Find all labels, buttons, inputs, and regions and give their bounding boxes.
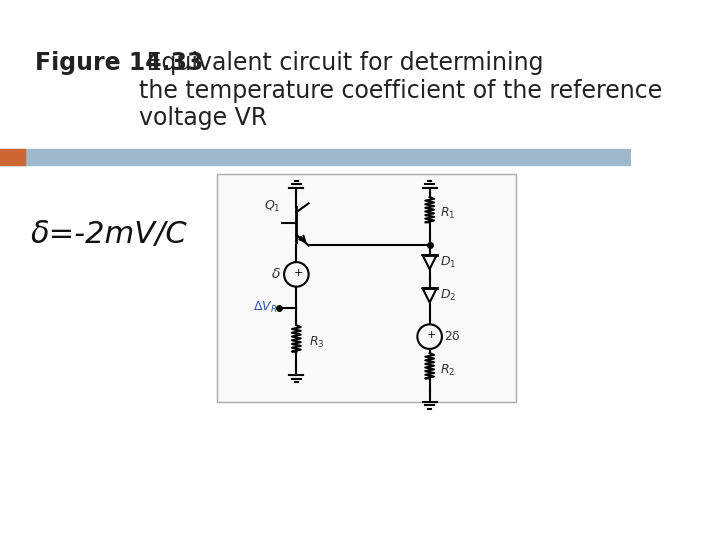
Text: +: + (427, 330, 436, 340)
Bar (0, 149, 631, 165)
Text: $\Delta V_R$: $\Delta V_R$ (253, 300, 277, 315)
Text: δ: δ (272, 267, 281, 281)
Text: +: + (294, 268, 303, 278)
Text: Figure 14.33: Figure 14.33 (35, 51, 204, 75)
Text: $R_3$: $R_3$ (309, 335, 324, 350)
Text: $R_2$: $R_2$ (440, 362, 456, 377)
Text: $R_1$: $R_1$ (440, 206, 456, 221)
Text: $Q_1$: $Q_1$ (264, 199, 281, 214)
Text: 2δ: 2δ (444, 330, 460, 343)
Text: $D_2$: $D_2$ (440, 288, 456, 303)
FancyBboxPatch shape (217, 173, 516, 402)
Bar (0, 149, 24, 165)
Text: δ=-2mV/C: δ=-2mV/C (31, 220, 187, 249)
Text: $D_1$: $D_1$ (440, 254, 456, 269)
Text: Equivalent circuit for determining
the temperature coefficient of the reference
: Equivalent circuit for determining the t… (138, 51, 662, 130)
